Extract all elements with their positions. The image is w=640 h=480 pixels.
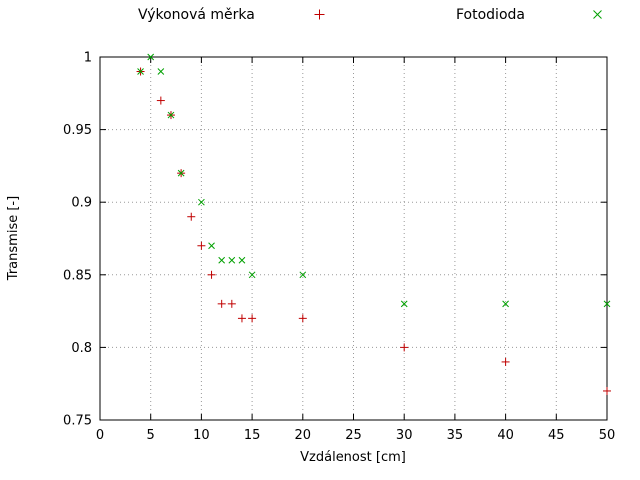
x-tick-label: 45 bbox=[548, 428, 565, 443]
legend-label-fotodioda: Fotodioda bbox=[456, 6, 525, 23]
y-tick-label: 0.95 bbox=[63, 123, 92, 138]
y-tick-label: 0.75 bbox=[63, 414, 92, 429]
y-tick-label: 1 bbox=[84, 51, 92, 66]
y-axis-title: Transmise [-] bbox=[6, 196, 21, 281]
x-tick-label: 5 bbox=[147, 428, 155, 443]
x-tick-label: 20 bbox=[295, 428, 312, 443]
x-tick-labels: 0 5 10 15 20 25 30 35 40 45 50 bbox=[96, 428, 615, 443]
x-tick-label: 0 bbox=[96, 428, 104, 443]
legend-entry-vykonova-merka: Výkonová měrka bbox=[138, 6, 328, 23]
y-tick-label: 0.85 bbox=[63, 268, 92, 283]
cross-marker-icon bbox=[593, 10, 602, 19]
plus-marker-icon bbox=[314, 9, 325, 20]
x-axis-title: Vzdálenost [cm] bbox=[300, 450, 406, 465]
legend-entry-fotodioda: Fotodioda bbox=[456, 6, 606, 23]
x-tick-label: 25 bbox=[345, 428, 362, 443]
series-vykonova-merka bbox=[136, 67, 611, 395]
series-fotodioda bbox=[137, 53, 611, 308]
x-tick-label: 40 bbox=[497, 428, 514, 443]
x-tick-label: 15 bbox=[244, 428, 261, 443]
gridlines bbox=[99, 56, 608, 421]
y-tick-label: 0.8 bbox=[71, 341, 92, 356]
plot-border bbox=[99, 56, 608, 421]
x-tick-label: 30 bbox=[396, 428, 413, 443]
x-tick-label: 50 bbox=[599, 428, 616, 443]
y-tick-labels: 0.75 0.8 0.85 0.9 0.95 1 bbox=[63, 51, 92, 429]
x-tick-label: 10 bbox=[193, 428, 210, 443]
legend-label-vykonova-merka: Výkonová měrka bbox=[138, 6, 255, 23]
x-tick-label: 35 bbox=[447, 428, 464, 443]
y-tick-label: 0.9 bbox=[71, 196, 92, 211]
